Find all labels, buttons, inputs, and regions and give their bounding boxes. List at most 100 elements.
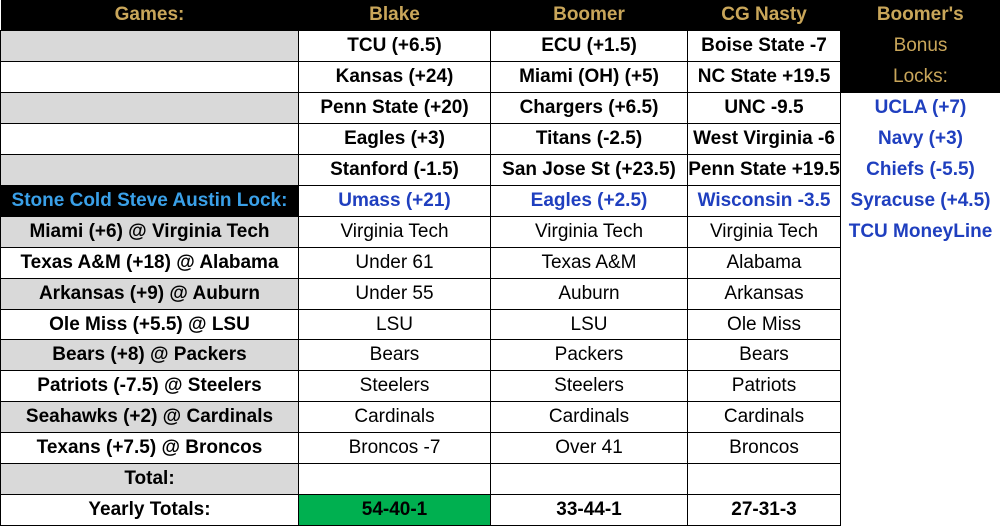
game-row: Miami (+6) @ Virginia Tech Virginia Tech… <box>0 215 1000 248</box>
stone-cold-label: Stone Cold Steve Austin Lock: <box>0 184 299 217</box>
empty-cell <box>840 401 1000 433</box>
bonus-label-line1: Bonus <box>840 30 1000 62</box>
blake-pick: Under 55 <box>298 277 491 310</box>
lock-row-label <box>0 61 299 94</box>
blake-yearly: 54-40-1 <box>298 494 491 526</box>
empty-cell <box>840 339 1000 371</box>
boomer-pick: Texas A&M <box>490 246 688 279</box>
cg-nasty-pick: Broncos <box>687 432 841 465</box>
boomer-pick: Eagles (+2.5) <box>490 184 688 217</box>
stone-cold-row: Stone Cold Steve Austin Lock: Umass (+21… <box>0 184 1000 217</box>
cg-nasty-pick: Boise State -7 <box>687 30 841 63</box>
game-label: Arkansas (+9) @ Auburn <box>0 277 299 310</box>
empty-cell <box>840 278 1000 310</box>
cg-nasty-pick: Virginia Tech <box>687 215 841 248</box>
bonus-lock: UCLA (+7) <box>840 92 1000 124</box>
empty-cell <box>840 247 1000 279</box>
boomer-pick: Packers <box>490 339 688 372</box>
game-label: Texans (+7.5) @ Broncos <box>0 432 299 465</box>
bonus-lock: Syracuse (+4.5) <box>840 185 1000 217</box>
cg-nasty-pick: Bears <box>687 339 841 372</box>
bonus-lock: Chiefs (-5.5) <box>840 154 1000 186</box>
boomer-pick: Titans (-2.5) <box>490 123 688 156</box>
game-label: Seahawks (+2) @ Cardinals <box>0 401 299 434</box>
game-label: Texas A&M (+18) @ Alabama <box>0 246 299 279</box>
bonus-lock: TCU MoneyLine <box>840 216 1000 248</box>
boomer-header: Boomer <box>490 0 688 31</box>
boomer-pick: Virginia Tech <box>490 215 688 248</box>
blake-pick: Kansas (+24) <box>298 61 491 94</box>
header-row: Games: Blake Boomer CG Nasty Boomer's <box>0 0 1000 31</box>
blake-pick: LSU <box>298 308 491 341</box>
blake-pick: Cardinals <box>298 401 491 434</box>
total-row: Total: <box>0 463 1000 495</box>
boomer-pick: Steelers <box>490 370 688 403</box>
lock-row: TCU (+6.5) ECU (+1.5) Boise State -7 Bon… <box>0 30 1000 63</box>
boomer-pick: ECU (+1.5) <box>490 30 688 63</box>
boomer-pick: Over 41 <box>490 432 688 465</box>
game-row: Texas A&M (+18) @ Alabama Under 61 Texas… <box>0 246 1000 279</box>
bonus-lock: Navy (+3) <box>840 123 1000 155</box>
lock-row: Kansas (+24) Miami (OH) (+5) NC State +1… <box>0 61 1000 94</box>
yearly-label: Yearly Totals: <box>0 494 299 526</box>
empty-cell <box>840 309 1000 340</box>
total-label: Total: <box>0 463 299 495</box>
cg-nasty-pick: West Virginia -6 <box>687 123 841 156</box>
boomer-yearly: 33-44-1 <box>490 494 688 526</box>
blake-pick: Umass (+21) <box>298 184 491 217</box>
game-row: Ole Miss (+5.5) @ LSU LSU LSU Ole Miss <box>0 308 1000 341</box>
blake-pick: Penn State (+20) <box>298 92 491 125</box>
blake-pick: Eagles (+3) <box>298 123 491 156</box>
lock-row: Stanford (-1.5) San Jose St (+23.5) Penn… <box>0 154 1000 186</box>
yearly-row: Yearly Totals: 54-40-1 33-44-1 27-31-3 <box>0 494 1000 526</box>
boomer-total <box>490 463 688 495</box>
game-row: Patriots (-7.5) @ Steelers Steelers Stee… <box>0 370 1000 403</box>
game-row: Texans (+7.5) @ Broncos Broncos -7 Over … <box>0 432 1000 465</box>
game-row: Seahawks (+2) @ Cardinals Cardinals Card… <box>0 401 1000 434</box>
game-label: Patriots (-7.5) @ Steelers <box>0 370 299 403</box>
boomer-pick: Miami (OH) (+5) <box>490 61 688 94</box>
blake-pick: Broncos -7 <box>298 432 491 465</box>
boomer-pick: Chargers (+6.5) <box>490 92 688 125</box>
empty-cell <box>840 370 1000 402</box>
game-row: Bears (+8) @ Packers Bears Packers Bears <box>0 339 1000 372</box>
cg-nasty-pick: Ole Miss <box>687 308 841 341</box>
bonus-label-line2: Locks: <box>840 61 1000 93</box>
boomer-pick: San Jose St (+23.5) <box>490 154 688 186</box>
cg-nasty-pick: Penn State +19.5 <box>687 154 841 186</box>
empty-cell <box>840 463 1000 495</box>
blake-pick: Steelers <box>298 370 491 403</box>
blake-pick: Virginia Tech <box>298 215 491 248</box>
game-label: Miami (+6) @ Virginia Tech <box>0 215 299 248</box>
cg-nasty-pick: UNC -9.5 <box>687 92 841 125</box>
cg-nasty-pick: NC State +19.5 <box>687 61 841 94</box>
cg-nasty-pick: Arkansas <box>687 277 841 310</box>
blake-pick: Bears <box>298 339 491 372</box>
empty-cell <box>840 432 1000 464</box>
blake-pick: TCU (+6.5) <box>298 30 491 63</box>
game-row: Arkansas (+9) @ Auburn Under 55 Auburn A… <box>0 277 1000 310</box>
blake-pick: Stanford (-1.5) <box>298 154 491 186</box>
lock-row: Penn State (+20) Chargers (+6.5) UNC -9.… <box>0 92 1000 125</box>
cg-nasty-yearly: 27-31-3 <box>687 494 841 526</box>
games-header: Games: <box>0 0 299 31</box>
cg-nasty-pick: Alabama <box>687 246 841 279</box>
bonus-title: Boomer's <box>840 0 1000 31</box>
empty-cell <box>840 494 1000 526</box>
blake-total <box>298 463 491 495</box>
cg-nasty-pick: Wisconsin -3.5 <box>687 184 841 217</box>
lock-row: Eagles (+3) Titans (-2.5) West Virginia … <box>0 123 1000 156</box>
cg-nasty-header: CG Nasty <box>687 0 841 31</box>
lock-row-label <box>0 123 299 156</box>
cg-nasty-pick: Patriots <box>687 370 841 403</box>
lock-row-label <box>0 92 299 125</box>
boomer-pick: LSU <box>490 308 688 341</box>
blake-header: Blake <box>298 0 491 31</box>
blake-pick: Under 61 <box>298 246 491 279</box>
cg-nasty-pick: Cardinals <box>687 401 841 434</box>
cg-nasty-total <box>687 463 841 495</box>
boomer-pick: Auburn <box>490 277 688 310</box>
lock-row-label <box>0 154 299 186</box>
game-label: Bears (+8) @ Packers <box>0 339 299 372</box>
